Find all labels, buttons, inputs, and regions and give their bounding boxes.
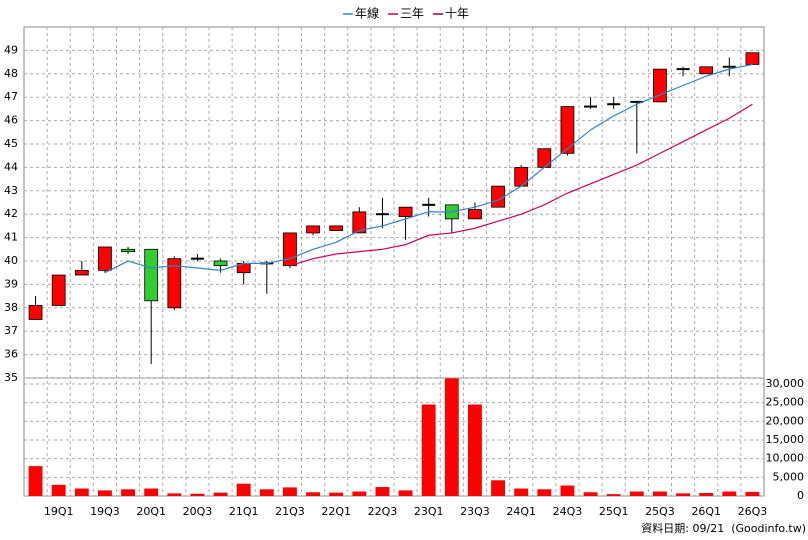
source: 資料日期: 09/21 (Goodinfo.tw) [641, 521, 806, 535]
ma-line [104, 63, 753, 274]
x-tick-label: 21Q1 [229, 505, 259, 518]
x-tick-label: 19Q1 [44, 505, 74, 518]
volume-bar [745, 491, 760, 496]
x-tick-label: 22Q1 [321, 505, 351, 518]
candle-body [28, 305, 43, 320]
candle-body [51, 274, 66, 306]
volume-bar [468, 404, 482, 496]
candle-body [167, 258, 182, 309]
y2-tick-label: 30,000 [766, 377, 805, 390]
volume-bar [444, 378, 459, 496]
y-tick-label: 39 [4, 277, 18, 290]
candle-body [560, 106, 575, 154]
candle-body [491, 185, 505, 208]
y2-tick-label: 15,000 [766, 433, 805, 446]
volume-bar [537, 489, 552, 496]
volume-bar [398, 490, 413, 496]
volume-bar [583, 492, 598, 496]
volume-bar [190, 493, 205, 496]
volume-bar [722, 491, 737, 496]
volume-bar [560, 485, 575, 496]
y-tick-label: 43 [4, 184, 18, 197]
y-tick-label: 45 [4, 137, 18, 150]
x-tick-label: 25Q3 [645, 505, 675, 518]
y-tick-label: 38 [4, 301, 18, 314]
y-tick-label: 35 [4, 371, 18, 384]
legend-label: 十年 [445, 7, 469, 21]
x-tick-label: 26Q3 [738, 505, 768, 518]
y-tick-label: 41 [4, 231, 18, 244]
y-tick-label: 42 [4, 207, 18, 220]
volume-bar [121, 489, 135, 496]
candle-body [213, 260, 228, 267]
volume-bar [514, 488, 529, 496]
candle-body [745, 52, 760, 65]
x-tick-label: 20Q1 [136, 505, 166, 518]
y2-tick-label: 0 [797, 489, 804, 502]
volume-bar [144, 488, 159, 496]
y-tick-label: 49 [4, 43, 18, 56]
y2-tick-label: 20,000 [766, 414, 805, 427]
volume-bar [329, 492, 344, 496]
y-tick-label: 37 [4, 324, 18, 337]
candle-body [352, 211, 367, 234]
x-tick-label: 21Q3 [275, 505, 305, 518]
y-tick-label: 36 [4, 348, 18, 361]
y2-tick-label: 5,000 [773, 470, 805, 483]
y-tick-label: 40 [4, 254, 18, 267]
volume-bar [352, 491, 367, 496]
volume-bar [28, 466, 43, 496]
legend-label: 三年 [400, 7, 424, 21]
candle-body [329, 225, 344, 231]
x-tick-label: 22Q3 [368, 505, 398, 518]
volume-bar [421, 404, 436, 496]
y2-tick-label: 10,000 [766, 452, 805, 465]
ma-line [289, 103, 753, 267]
x-tick-label: 24Q1 [506, 505, 536, 518]
candle-body [74, 269, 89, 276]
volume-bar [236, 483, 251, 496]
candle-body [121, 248, 135, 253]
x-tick-label: 23Q1 [414, 505, 444, 518]
candle-body [398, 206, 413, 217]
candle-body [144, 248, 159, 302]
y-tick-label: 48 [4, 67, 18, 80]
volume-bar [306, 492, 320, 496]
volume-bar [167, 493, 182, 496]
x-tick-label: 23Q3 [460, 505, 490, 518]
candle-body [699, 66, 714, 75]
volume-bar [213, 492, 228, 496]
volume-bar [653, 491, 667, 496]
x-tick-label: 24Q3 [553, 505, 583, 518]
candle-body [306, 225, 320, 234]
volume-bar [606, 494, 621, 496]
x-tick-label: 20Q3 [183, 505, 213, 518]
volume-bar [283, 487, 297, 496]
volume-bar [259, 489, 274, 496]
y2-tick-label: 25,000 [766, 396, 805, 409]
x-tick-label: 19Q3 [90, 505, 120, 518]
volume-bar [51, 484, 66, 496]
volume-bar [629, 491, 644, 496]
volume-bar [375, 487, 390, 496]
volume-bar [676, 493, 690, 496]
candle-body [98, 246, 112, 271]
x-tick-label: 25Q1 [599, 505, 629, 518]
candle-body [283, 232, 297, 267]
candle-body [468, 209, 482, 220]
legend-label: 年線 [355, 6, 379, 21]
volume-bar [699, 493, 714, 496]
y-tick-label: 46 [4, 114, 18, 127]
volume-bar [98, 490, 112, 496]
candle-body [537, 148, 552, 168]
x-tick-label: 26Q1 [691, 505, 721, 518]
volume-bar [74, 488, 89, 496]
candle-body [514, 166, 529, 187]
y-tick-label: 44 [4, 160, 18, 173]
y-tick-label: 47 [4, 90, 18, 103]
volume-bar [491, 480, 505, 496]
